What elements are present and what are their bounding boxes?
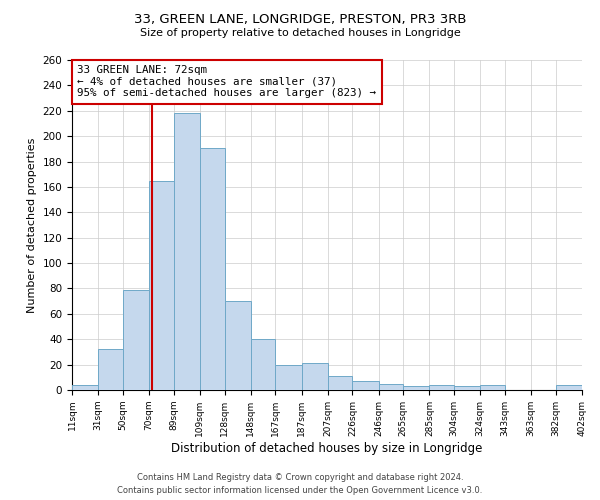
Bar [480, 385, 505, 390]
Bar [352, 381, 379, 390]
Bar [224, 301, 251, 390]
Y-axis label: Number of detached properties: Number of detached properties [27, 138, 37, 312]
Bar [328, 376, 352, 390]
Bar [430, 385, 454, 390]
Bar [302, 364, 328, 390]
Bar [123, 290, 149, 390]
Text: 33, GREEN LANE, LONGRIDGE, PRESTON, PR3 3RB: 33, GREEN LANE, LONGRIDGE, PRESTON, PR3 … [134, 12, 466, 26]
Bar [454, 386, 480, 390]
Bar [556, 385, 582, 390]
Bar [251, 339, 275, 390]
Text: 33 GREEN LANE: 72sqm
← 4% of detached houses are smaller (37)
95% of semi-detach: 33 GREEN LANE: 72sqm ← 4% of detached ho… [77, 65, 376, 98]
Bar [98, 350, 123, 390]
Bar [275, 364, 302, 390]
Text: Size of property relative to detached houses in Longridge: Size of property relative to detached ho… [140, 28, 460, 38]
X-axis label: Distribution of detached houses by size in Longridge: Distribution of detached houses by size … [172, 442, 482, 454]
Bar [379, 384, 403, 390]
Bar [72, 385, 98, 390]
Text: Contains HM Land Registry data © Crown copyright and database right 2024.
Contai: Contains HM Land Registry data © Crown c… [118, 474, 482, 495]
Bar [149, 180, 174, 390]
Bar [174, 114, 200, 390]
Bar [403, 386, 430, 390]
Bar [200, 148, 224, 390]
